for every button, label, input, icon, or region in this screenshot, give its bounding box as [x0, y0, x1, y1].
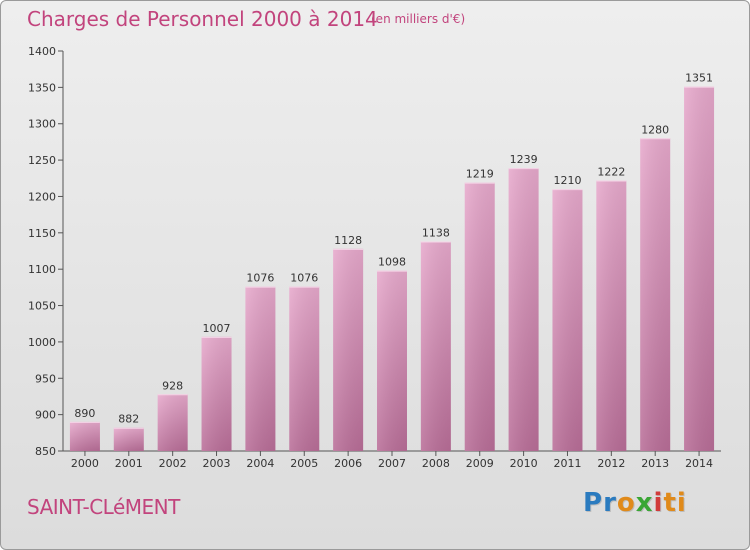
data-label: 1007 [203, 322, 231, 335]
y-tick-label: 1250 [28, 154, 56, 167]
logo-letter: x [635, 488, 654, 518]
bar-shade [596, 180, 627, 452]
y-tick-label: 1150 [28, 227, 56, 240]
town-name: SAINT-CLéMENT [27, 495, 180, 519]
x-tick-label: 2003 [203, 457, 231, 470]
x-tick-label: 2011 [553, 457, 581, 470]
data-label: 1219 [466, 168, 494, 181]
bar-shade [245, 286, 276, 451]
data-labels: 890 882 928 1007 1076 1076 1128 1098 1138 1219 123… [74, 72, 713, 426]
data-label: 882 [118, 413, 139, 426]
data-label: 1210 [553, 174, 581, 187]
x-tick-label: 2007 [378, 457, 406, 470]
x-tick-label: 2008 [422, 457, 450, 470]
data-label: 1076 [246, 272, 274, 285]
x-tick-label: 2002 [159, 457, 187, 470]
logo-letter: i [653, 488, 664, 518]
y-tick-label: 1050 [28, 300, 56, 313]
x-tick-label: 2006 [334, 457, 362, 470]
data-label: 890 [74, 407, 95, 420]
bar-shade [157, 394, 188, 451]
x-tick-label: 2004 [246, 457, 274, 470]
y-tick-label: 1200 [28, 190, 56, 203]
bar-shade [552, 189, 583, 451]
logo-letter: o [616, 488, 636, 518]
bars [69, 86, 715, 452]
logo-letter: ti [663, 488, 687, 518]
bar-shade [377, 270, 407, 451]
bar-shade [684, 86, 715, 452]
y-tick-label: 1400 [28, 45, 56, 58]
logo-letter: r [603, 488, 617, 518]
y-tick-label: 1100 [28, 263, 56, 276]
bar-shade [640, 138, 671, 452]
y-tick-label: 1350 [28, 81, 56, 94]
chart-subtitle: (en milliers d'€) [371, 12, 466, 26]
data-label: 1138 [422, 227, 450, 240]
bar-shade [289, 286, 320, 451]
data-label: 1351 [685, 72, 713, 85]
data-label: 928 [162, 379, 183, 392]
data-label: 1239 [510, 153, 538, 166]
bar-shade [420, 241, 451, 451]
x-tick-label: 2005 [290, 457, 318, 470]
y-tick-label: 900 [35, 409, 56, 422]
y-tick-label: 850 [35, 445, 56, 458]
bar-shade [201, 336, 232, 451]
data-label: 1222 [597, 165, 625, 178]
y-tick-label: 1000 [28, 336, 56, 349]
x-tick-label: 2001 [115, 457, 143, 470]
x-tick-label: 2009 [466, 457, 494, 470]
data-label: 1128 [334, 234, 362, 247]
x-tick-label: 2013 [641, 457, 669, 470]
axes: 850 900 950 1000 1050 1100 1150 1200 1250 1300 135… [28, 45, 721, 470]
y-tick-label: 950 [35, 372, 56, 385]
chart-title: Charges de Personnel 2000 à 2014 [27, 7, 378, 31]
logo-letter: P [583, 488, 604, 518]
x-tick-label: 2012 [597, 457, 625, 470]
data-label: 1076 [290, 272, 318, 285]
bar-shade [508, 168, 539, 451]
proxiti-logo: Proxiti [583, 488, 687, 518]
bar-shade [464, 182, 495, 452]
y-tick-label: 1300 [28, 118, 56, 131]
x-tick-label: 2014 [685, 457, 713, 470]
x-tick-label: 2010 [510, 457, 538, 470]
bar-shade [333, 248, 364, 451]
x-tick-label: 2000 [71, 457, 99, 470]
data-label: 1098 [378, 256, 406, 269]
bar-shade [113, 427, 144, 451]
data-label: 1280 [641, 123, 669, 136]
bar-shade [69, 421, 100, 451]
